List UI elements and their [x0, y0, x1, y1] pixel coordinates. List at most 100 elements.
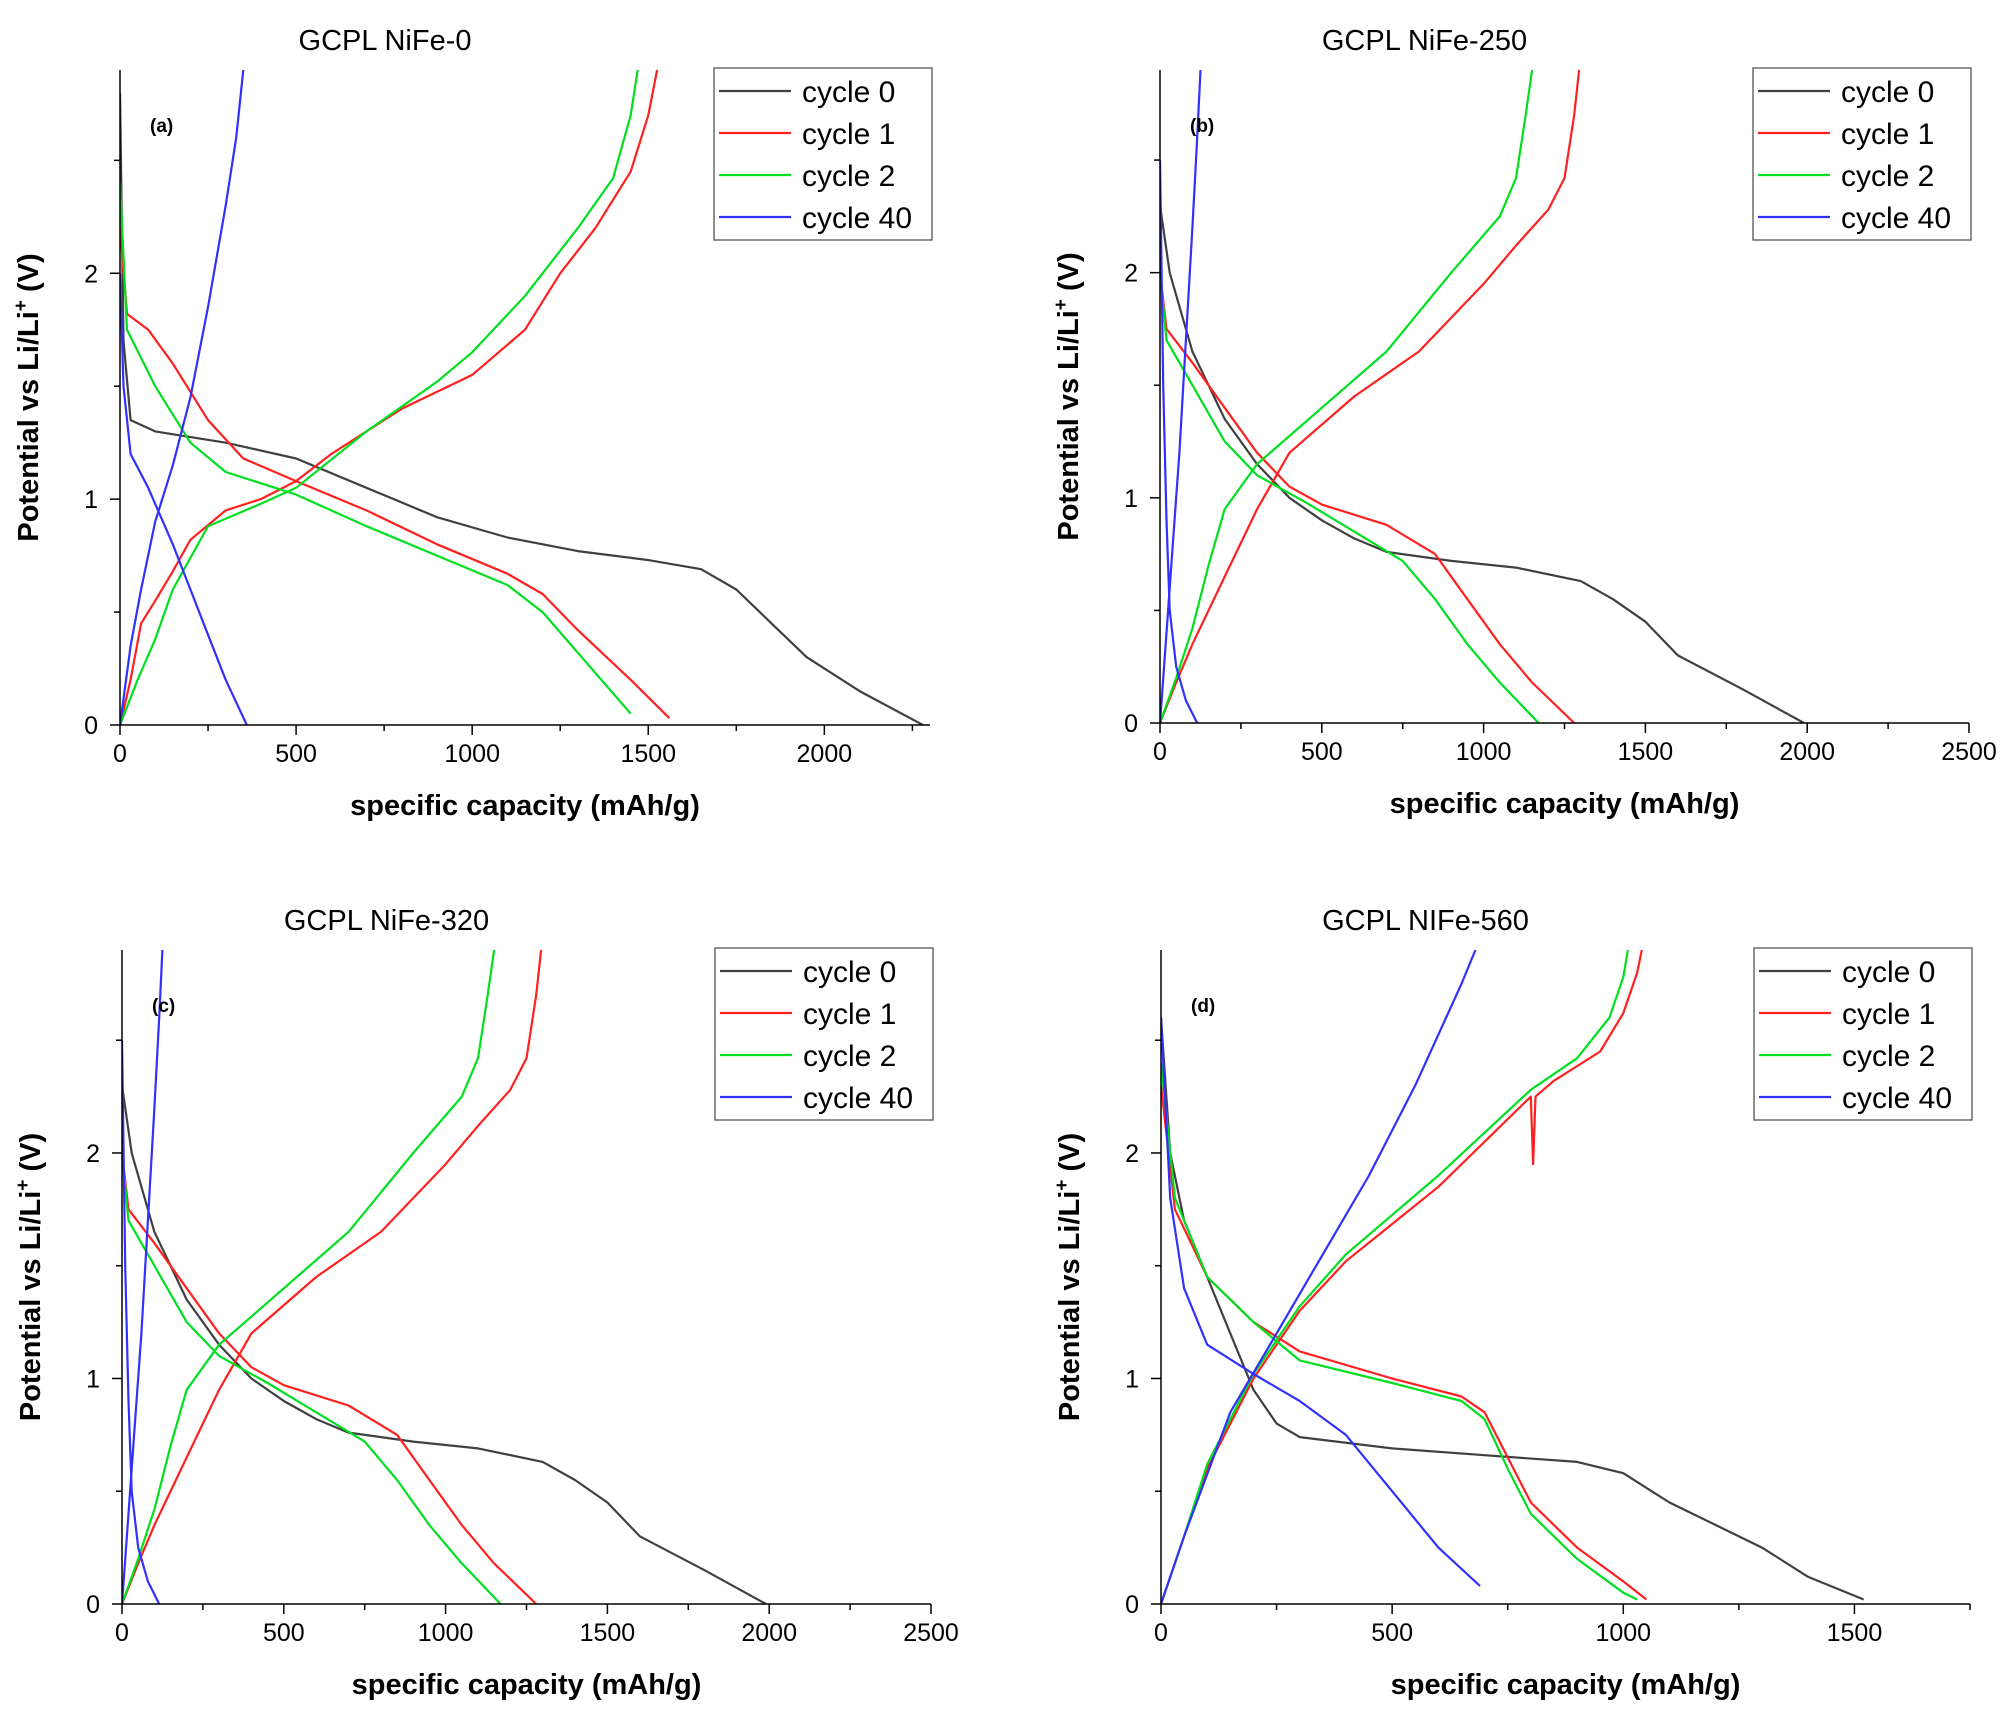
y-axis-label: Potential vs Li/Li+ (V) [11, 253, 45, 541]
series-line-cycle-40-charge [122, 950, 164, 1604]
chart-title: GCPL NiFe-250 [1322, 25, 1527, 57]
legend-label-cycle-40: cycle 40 [1841, 202, 1951, 235]
legend-label-cycle-40: cycle 40 [803, 1082, 913, 1115]
legend-box [1753, 947, 1973, 1121]
x-tick-label: 2000 [741, 1619, 797, 1647]
legend: cycle 0 cycle 1 cycle 2 cycle 40 [714, 947, 934, 1121]
panel-label: (b) [1190, 116, 1214, 137]
y-axis-label: Potential vs Li/Li+ (V) [1052, 1133, 1086, 1421]
x-axis-label: specific capacity (mAh/g) [350, 790, 700, 822]
y-tick-label: 2 [1125, 1140, 1139, 1168]
x-tick-label: 1500 [1827, 1619, 1883, 1647]
y-axis-label-unit: (V) [13, 253, 45, 300]
series-line-cycle-2-discharge [1161, 1062, 1638, 1601]
x-tick-label: 0 [1154, 1619, 1168, 1647]
series-line-cycle-2-discharge [120, 182, 632, 715]
panel-label: (c) [152, 996, 175, 1017]
x-tick-label: 500 [275, 740, 317, 768]
series-line-cycle-2-charge [1161, 950, 1629, 1604]
legend-box [714, 947, 934, 1121]
series-line-cycle-40-charge [120, 70, 245, 725]
legend-label-cycle-1: cycle 1 [1841, 118, 1934, 151]
series-line-cycle-1-charge [1161, 950, 1643, 1604]
series-line-cycle-1-discharge [120, 228, 671, 719]
y-tick-label: 1 [86, 1365, 100, 1393]
series-line-cycle-1-discharge [122, 1152, 537, 1604]
chart-title: GCPL NiFe-0 [299, 25, 472, 57]
series-line-cycle-1-charge [1160, 70, 1581, 723]
legend-box [1752, 67, 1972, 241]
series-line-cycle-1-charge [120, 70, 659, 725]
y-axis-label-unit: (V) [1054, 1133, 1086, 1180]
series-line-cycle-2-charge [1160, 70, 1534, 723]
x-tick-label: 1000 [1595, 1619, 1651, 1647]
y-axis-label: Potential vs Li/Li+ (V) [13, 1133, 47, 1421]
x-tick-label: 0 [113, 740, 127, 768]
x-axis-label: specific capacity (mAh/g) [1390, 788, 1740, 820]
series-group [122, 950, 767, 1604]
panel-label: (a) [150, 116, 173, 137]
legend: cycle 0 cycle 1 cycle 2 cycle 40 [1753, 947, 1973, 1121]
y-axis-label-superscript: + [11, 300, 32, 311]
series-line-cycle-2-discharge [122, 1152, 502, 1604]
legend-label-cycle-0: cycle 0 [802, 76, 895, 109]
chart-title: GCPL NiFe-320 [284, 905, 489, 937]
legend: cycle 0 cycle 1 cycle 2 cycle 40 [1752, 67, 1972, 241]
series-line-cycle-40-discharge [120, 273, 248, 725]
x-tick-label: 1500 [580, 1619, 636, 1647]
x-tick-label: 500 [1301, 738, 1343, 766]
legend-label-cycle-1: cycle 1 [1842, 998, 1935, 1031]
x-tick-label: 2000 [1779, 738, 1835, 766]
legend-box [713, 67, 933, 241]
y-tick-label: 1 [1124, 485, 1138, 513]
y-tick-label: 2 [84, 260, 98, 288]
y-tick-label: 1 [1125, 1365, 1139, 1393]
series-line-cycle-40-discharge [1161, 1017, 1481, 1587]
series-line-cycle-40-discharge [122, 1040, 161, 1604]
x-tick-label: 2500 [1941, 738, 1997, 766]
y-tick-label: 0 [84, 712, 98, 740]
legend-label-cycle-2: cycle 2 [1842, 1040, 1935, 1073]
x-tick-label: 1500 [1618, 738, 1674, 766]
x-tick-label: 500 [1371, 1619, 1413, 1647]
y-axis-label-superscript: + [13, 1180, 34, 1191]
legend-label-cycle-0: cycle 0 [803, 956, 896, 989]
panel-label: (d) [1191, 996, 1215, 1017]
y-axis-label-superscript: + [1051, 299, 1072, 310]
y-axis-label-main: Potential vs Li/Li [13, 311, 45, 541]
series-group [1161, 950, 1865, 1604]
y-axis-label-main: Potential vs Li/Li [1053, 310, 1085, 540]
x-axis-label: specific capacity (mAh/g) [352, 1669, 702, 1701]
x-tick-label: 1500 [620, 740, 676, 768]
legend-label-cycle-2: cycle 2 [803, 1040, 896, 1073]
legend-label-cycle-40: cycle 40 [802, 202, 912, 235]
y-tick-label: 2 [86, 1140, 100, 1168]
y-axis-label-main: Potential vs Li/Li [15, 1191, 47, 1421]
y-tick-label: 2 [1124, 260, 1138, 288]
panel-d: GCPL NIFe-560 0 500 1000 1500 0 1 2 specific cap… [1052, 905, 1973, 1701]
y-axis-label-superscript: + [1052, 1180, 1073, 1191]
series-group [1160, 70, 1805, 723]
y-axis-label-unit: (V) [15, 1133, 47, 1180]
series-line-cycle-40-discharge [1160, 160, 1199, 723]
y-tick-label: 0 [1124, 710, 1138, 738]
legend-label-cycle-1: cycle 1 [802, 118, 895, 151]
y-axis-label: Potential vs Li/Li+ (V) [1051, 252, 1085, 540]
series-group [120, 70, 924, 725]
x-tick-label: 1000 [444, 740, 500, 768]
panel-c: GCPL NiFe-320 0 500 1000 1500 2000 2500 0 1 2 spec… [13, 905, 959, 1701]
series-line-cycle-1-charge [122, 950, 543, 1604]
x-tick-label: 0 [1153, 738, 1167, 766]
x-tick-label: 0 [115, 1619, 129, 1647]
series-line-cycle-2-charge [122, 950, 496, 1604]
series-line-cycle-40-charge [1161, 950, 1477, 1604]
legend-label-cycle-0: cycle 0 [1841, 76, 1934, 109]
series-line-cycle-0-discharge [120, 92, 924, 725]
y-axis-label-main: Potential vs Li/Li [1054, 1191, 1086, 1421]
y-tick-label: 1 [84, 486, 98, 514]
x-tick-label: 1000 [1456, 738, 1512, 766]
y-tick-label: 0 [86, 1591, 100, 1619]
x-tick-label: 2000 [797, 740, 853, 768]
series-line-cycle-2-discharge [1160, 272, 1540, 723]
